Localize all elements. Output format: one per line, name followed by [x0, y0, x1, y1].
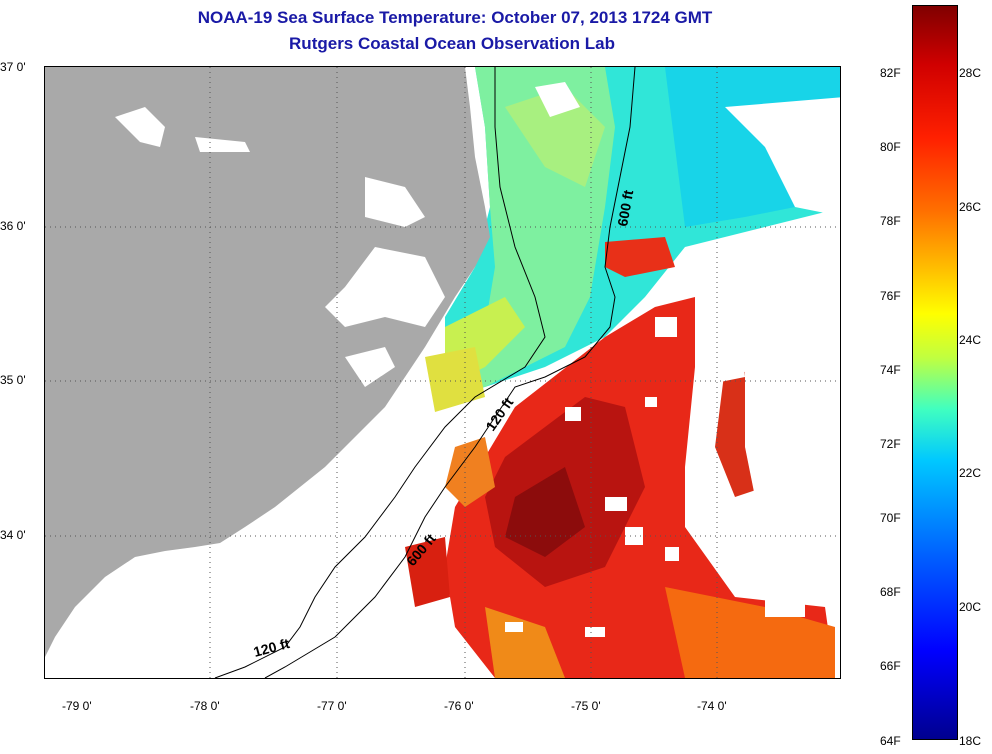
colorbar-label-20c: 20C	[959, 600, 982, 614]
lon-label-74: -74 0'	[697, 699, 727, 713]
lat-label-37: 37 0'	[0, 60, 26, 74]
contour-label-120ft-south: 120 ft	[252, 635, 292, 660]
colorbar-label-64f: 64F	[880, 734, 901, 748]
lon-label-79: -79 0'	[62, 699, 92, 713]
colorbar-label-24c: 24C	[959, 333, 982, 347]
cloud-gaps	[505, 82, 840, 637]
colorbar-label-74f: 74F	[880, 363, 901, 377]
lon-label-77: -77 0'	[317, 699, 347, 713]
lon-label-76: -76 0'	[444, 699, 474, 713]
colorbar-label-76f: 76F	[880, 289, 901, 303]
map-title: NOAA-19 Sea Surface Temperature: October…	[197, 8, 713, 27]
lat-label-35: 35 0'	[0, 373, 26, 387]
graticule	[45, 67, 840, 678]
colorbar-label-72f: 72F	[880, 437, 901, 451]
sst-map-canvas: 600 ft 120 ft 600 ft 120 ft	[45, 67, 840, 678]
colorbar-label-26c: 26C	[959, 200, 982, 214]
colorbar-label-78f: 78F	[880, 214, 901, 228]
bathymetry-contours	[214, 67, 636, 678]
contour-label-600ft-north: 600 ft	[614, 188, 636, 227]
colorbar-label-68f: 68F	[880, 585, 901, 599]
colorbar-label-18c: 18C	[959, 734, 982, 748]
inland-water	[115, 107, 445, 387]
colorbar-label-66f: 66F	[880, 659, 901, 673]
colorbar-label-22c: 22C	[959, 466, 982, 480]
lon-label-78: -78 0'	[190, 699, 220, 713]
lat-label-36: 36 0'	[0, 219, 26, 233]
colorbar-label-70f: 70F	[880, 511, 901, 525]
gulf-stream-region	[405, 237, 835, 678]
colorbar-label-80f: 80F	[880, 140, 901, 154]
colorbar-label-82f: 82F	[880, 66, 901, 80]
lat-label-34: 34 0'	[0, 528, 26, 542]
map-subtitle: Rutgers Coastal Ocean Observation Lab	[289, 34, 615, 53]
lon-label-75: -75 0'	[571, 699, 601, 713]
temperature-colorbar	[912, 5, 958, 740]
colorbar-label-28c: 28C	[959, 66, 982, 80]
sst-map[interactable]: 600 ft 120 ft 600 ft 120 ft	[44, 66, 841, 679]
